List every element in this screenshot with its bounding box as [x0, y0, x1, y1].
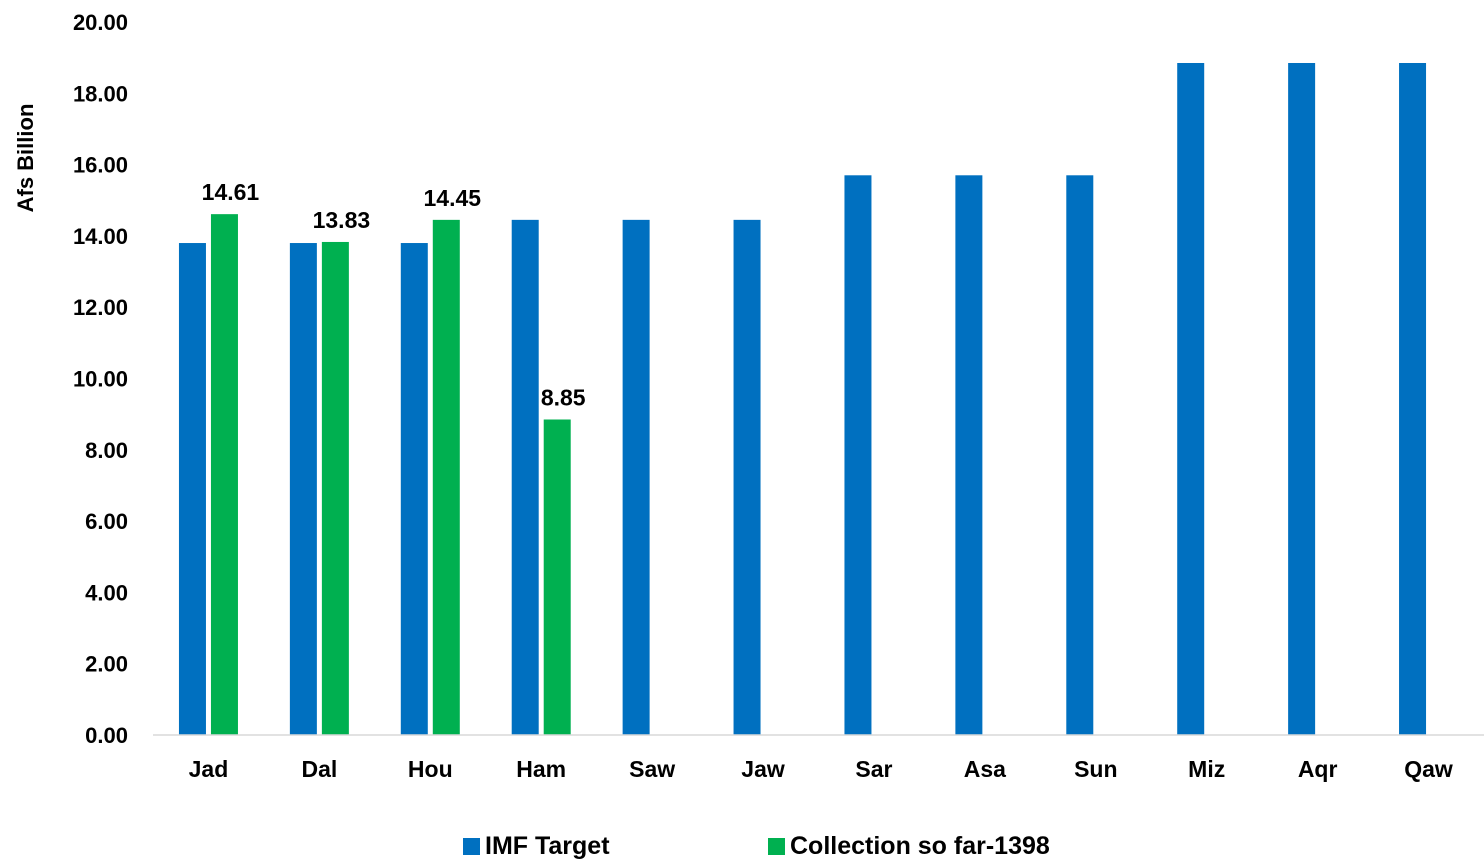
- bar-collection-hou: [432, 219, 460, 736]
- bar-imf-target-miz: [1177, 62, 1205, 736]
- y-tick-label: 6.00: [85, 509, 128, 534]
- data-label-hou: 14.45: [424, 185, 482, 211]
- y-axis-label: Afs Billion: [13, 104, 38, 213]
- x-tick-label-miz: Miz: [1188, 756, 1225, 782]
- x-tick-label-ham: Ham: [516, 756, 566, 782]
- bar-imf-target-aqr: [1288, 62, 1316, 736]
- y-tick-label: 20.00: [73, 10, 128, 35]
- y-tick-label: 14.00: [73, 224, 128, 249]
- x-tick-label-jad: Jad: [189, 756, 229, 782]
- data-label-dal: 13.83: [313, 207, 371, 233]
- x-tick-label-hou: Hou: [408, 756, 453, 782]
- y-axis-ticks: 0.00 2.00 4.00 6.00 8.00 10.00 12.00 14.00 16.00…: [73, 10, 128, 748]
- x-tick-label-aqr: Aqr: [1298, 756, 1338, 782]
- data-labels: 14.61 13.83 14.45 8.85: [202, 179, 586, 410]
- bar-imf-target-dal: [289, 243, 317, 735]
- bar-imf-target-jad: [178, 243, 206, 735]
- y-tick-label: 16.00: [73, 153, 128, 178]
- x-tick-label-qaw: Qaw: [1404, 756, 1453, 782]
- x-tick-label-saw: Saw: [629, 756, 675, 782]
- x-tick-label-jaw: Jaw: [741, 756, 785, 782]
- data-label-jad: 14.61: [202, 179, 260, 205]
- bar-collection-ham: [543, 419, 571, 735]
- y-tick-label: 18.00: [73, 81, 128, 106]
- legend-item-collection: Collection so far-1398: [768, 828, 1050, 864]
- y-tick-label: 12.00: [73, 295, 128, 320]
- x-tick-label-sar: Sar: [855, 756, 892, 782]
- bar-collection-dal: [321, 241, 349, 735]
- y-tick-label: 2.00: [85, 652, 128, 677]
- bar-imf-target-asa: [955, 175, 983, 736]
- legend-swatch-imf-target: [463, 837, 480, 855]
- bar-collection-jad: [210, 214, 238, 735]
- bar-imf-target-jaw: [733, 219, 761, 736]
- legend: IMF Target Collection so far-1398: [0, 828, 1484, 864]
- data-label-ham: 8.85: [541, 384, 586, 410]
- bars: [178, 62, 1427, 736]
- legend-swatch-collection: [768, 837, 785, 855]
- y-tick-label: 8.00: [85, 438, 128, 463]
- y-tick-label: 10.00: [73, 367, 128, 392]
- y-tick-label: 0.00: [85, 723, 128, 748]
- y-tick-label: 4.00: [85, 580, 128, 605]
- legend-item-imf-target: IMF Target: [463, 828, 610, 864]
- bar-imf-target-sun: [1066, 175, 1094, 736]
- bar-imf-target-ham: [511, 219, 539, 736]
- bar-imf-target-qaw: [1399, 62, 1427, 736]
- bar-chart: 0.00 2.00 4.00 6.00 8.00 10.00 12.00 14.00 16.00…: [13, 10, 1484, 782]
- x-tick-label-sun: Sun: [1074, 756, 1117, 782]
- x-tick-label-dal: Dal: [301, 756, 337, 782]
- bar-imf-target-hou: [400, 243, 428, 735]
- legend-label-collection: Collection so far-1398: [790, 831, 1050, 860]
- bar-imf-target-saw: [622, 219, 650, 736]
- bar-imf-target-sar: [844, 175, 872, 736]
- x-tick-label-asa: Asa: [964, 756, 1006, 782]
- x-axis-categories: Jad Dal Hou Ham Saw Jaw Sar Asa Sun Miz Aqr Qaw: [189, 756, 1453, 782]
- legend-label-imf-target: IMF Target: [485, 831, 610, 860]
